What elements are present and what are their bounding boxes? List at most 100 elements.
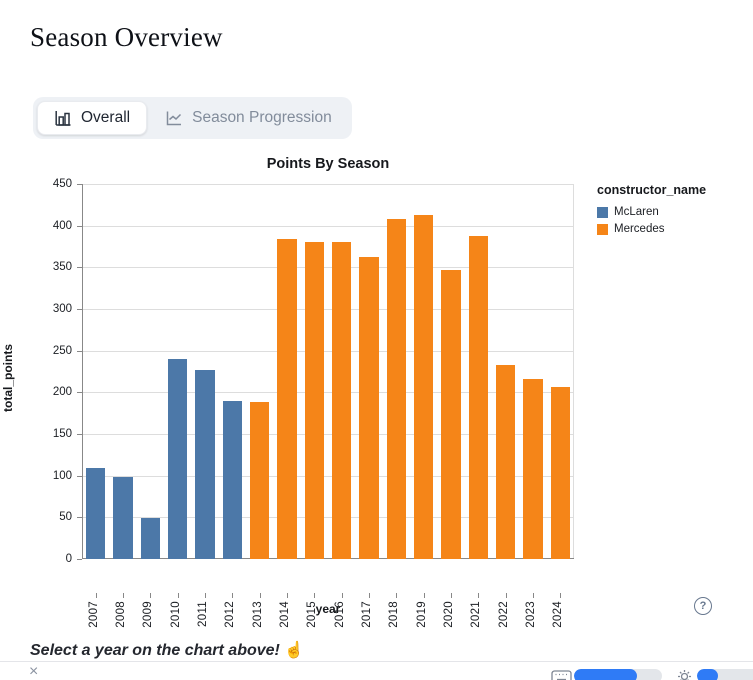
bar-2020[interactable]	[441, 269, 461, 559]
bar-2022[interactable]	[496, 364, 516, 559]
points-by-season-chart: Points By Season total_points 0 50 100 150 2…	[0, 150, 753, 628]
y-tick-label: 200	[52, 386, 72, 399]
legend-label: Mercedes	[614, 223, 665, 235]
y-tick-label: 50	[59, 511, 72, 524]
y-tick-label: 0	[65, 553, 72, 565]
y-axis-tick	[77, 475, 82, 477]
y-axis-tick	[77, 309, 82, 310]
help-icon[interactable]: ?	[694, 597, 712, 615]
bar-2010[interactable]	[168, 359, 188, 559]
bar-2024[interactable]	[550, 387, 570, 559]
y-tick-label: 350	[52, 261, 72, 274]
gridline	[82, 350, 574, 352]
gridline	[82, 184, 574, 185]
legend-swatch	[597, 206, 608, 218]
tab-season-progression[interactable]: Season Progression	[149, 102, 348, 134]
bar-2009[interactable]	[140, 518, 160, 559]
y-axis-tick	[77, 517, 82, 519]
prompt-text: Select a year on the chart above!	[30, 642, 280, 659]
bar-2007[interactable]	[86, 468, 106, 559]
y-axis-tick	[77, 392, 82, 394]
bar-2011[interactable]	[195, 369, 215, 559]
y-tick-label: 300	[52, 303, 72, 315]
plot-right-border	[573, 184, 574, 559]
legend-swatch	[597, 223, 608, 235]
x-axis-tick	[505, 593, 507, 598]
gear-icon[interactable]	[677, 669, 692, 680]
y-axis-tick	[77, 267, 82, 269]
y-tick-label: 150	[52, 428, 72, 440]
bar-chart-icon	[54, 109, 72, 127]
y-axis-tick	[77, 225, 82, 227]
x-axis-line	[82, 558, 574, 559]
x-axis-tick	[150, 593, 152, 598]
legend-entry-mercedes: Mercedes	[597, 223, 706, 235]
pointing-up-emoji: ☝	[284, 642, 305, 659]
gridline	[82, 267, 574, 269]
gridline	[82, 434, 574, 435]
tab-overall-label: Overall	[81, 109, 131, 126]
bar-2021[interactable]	[468, 236, 488, 559]
gridline	[82, 517, 574, 519]
bar-2023[interactable]	[523, 379, 543, 559]
footer-bar: ×	[0, 662, 753, 680]
y-axis-tick	[77, 184, 82, 185]
legend-title: constructor_name	[597, 183, 707, 197]
bar-2014[interactable]	[277, 239, 297, 559]
x-axis-tick	[396, 593, 398, 598]
page-title: Season Overview	[30, 22, 223, 52]
y-tick-label: 250	[52, 344, 72, 357]
chart-title: Points By Season	[266, 156, 390, 172]
bar-2015[interactable]	[304, 241, 324, 559]
legend-label: McLaren	[614, 206, 659, 218]
y-axis-line	[82, 184, 83, 559]
chart-legend: constructor_name McLaren Mercedes	[597, 183, 706, 240]
x-axis-tick	[341, 593, 343, 598]
y-axis-title: total_points	[1, 344, 15, 412]
bar-2012[interactable]	[222, 400, 242, 559]
x-axis-title: year	[315, 602, 341, 616]
x-axis-tick	[205, 593, 206, 598]
footer-slider-right[interactable]	[697, 669, 753, 680]
x-axis-tick	[95, 593, 97, 598]
gridline	[82, 475, 574, 477]
x-axis-tick	[314, 593, 316, 598]
gridline	[82, 392, 574, 394]
footer-divider	[0, 661, 753, 662]
view-tabbar: Overall Season Progression	[33, 97, 352, 139]
x-axis-tick	[369, 593, 370, 598]
close-icon[interactable]: ×	[29, 663, 39, 680]
gridline	[82, 225, 574, 227]
x-axis-tick	[423, 593, 425, 598]
footer-slider-left-fill	[574, 669, 638, 680]
x-axis-tick	[259, 593, 261, 598]
line-chart-icon	[165, 109, 183, 127]
bar-2018[interactable]	[386, 219, 406, 559]
plot-area[interactable]: 0 50 100 150 200 250 300 350 400 450 2007 2008 2009 2…	[53, 178, 574, 628]
y-axis-tick	[77, 434, 82, 435]
bar-2013[interactable]	[250, 401, 270, 559]
x-axis-tick	[533, 593, 534, 598]
footer-slider-left[interactable]	[574, 669, 662, 680]
footer-slider-right-fill	[697, 669, 719, 680]
y-tick-label: 450	[52, 178, 72, 190]
x-axis-tick	[287, 593, 288, 598]
tab-overall[interactable]: Overall	[37, 101, 148, 135]
legend-entry-mclaren: McLaren	[597, 206, 706, 218]
y-axis-tick	[77, 350, 82, 352]
gridline	[82, 309, 574, 310]
x-axis-tick	[478, 593, 480, 598]
select-year-prompt: Select a year on the chart above! ☝	[30, 640, 304, 660]
bar-2019[interactable]	[414, 214, 434, 559]
y-axis-tick	[77, 559, 82, 560]
x-axis-tick	[232, 593, 234, 598]
x-axis-tick	[560, 593, 562, 598]
x-axis-tick	[451, 593, 452, 598]
bar-2017[interactable]	[359, 256, 379, 559]
bar-2016[interactable]	[332, 242, 352, 559]
tab-season-progression-label: Season Progression	[192, 109, 332, 126]
x-axis-tick	[177, 593, 179, 598]
bar-2008[interactable]	[113, 477, 133, 559]
keyboard-icon[interactable]	[551, 670, 572, 680]
